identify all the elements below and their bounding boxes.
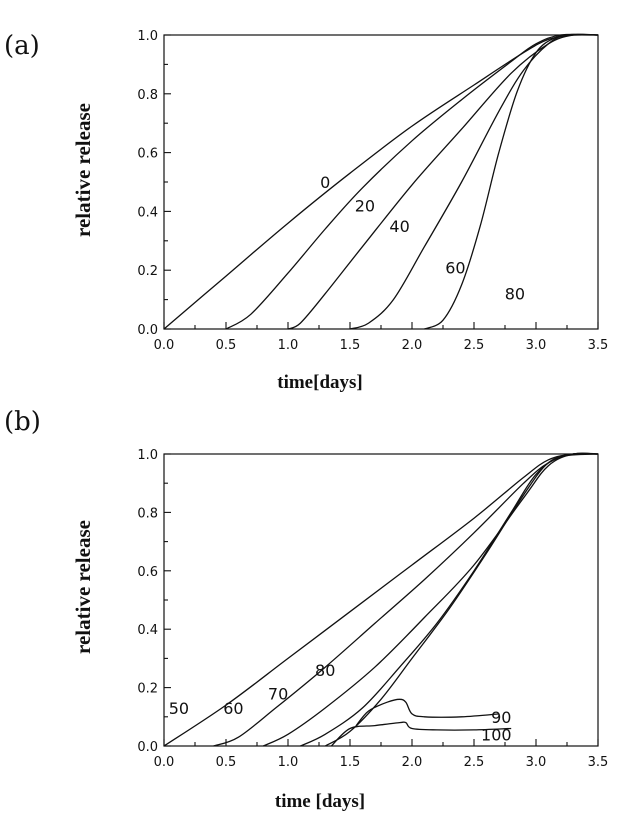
panel-b-series-70 — [262, 452, 599, 747]
panel-b-y-axis-label: relative release — [71, 520, 95, 654]
panel-b-series-100 — [330, 721, 512, 747]
panel-b-curve-label-80: 80 — [315, 661, 335, 680]
panel-a-y-tick-label: 0.4 — [137, 205, 158, 220]
panel-b-series-80 — [300, 453, 599, 747]
panel-a-series — [163, 33, 599, 330]
panel-b-series — [163, 452, 599, 747]
panel-b-y-tick-label: 1.0 — [137, 448, 158, 463]
panel-a-series-20 — [225, 33, 599, 330]
panel-b-curve-label-60: 60 — [223, 699, 243, 718]
panel-b-y-tick-label: 0.8 — [137, 506, 158, 521]
panel-a-y-tick-label: 0.8 — [137, 88, 158, 103]
panel-a-x-tick-label: 1.0 — [278, 338, 299, 353]
panel-a-curve-label-60: 60 — [445, 258, 465, 277]
panel-a-x-tick-label: 3.5 — [588, 338, 609, 353]
panel-b-x-tick-label: 0.0 — [154, 755, 175, 770]
panel-b-curve-label-100: 100 — [481, 725, 512, 744]
panel-b-series-50 — [163, 452, 599, 747]
panel-a-series-60 — [349, 33, 599, 330]
panel-b-axes: 0.0 0.5 1.0 1.5 2.0 2.5 3.0 3.5 0.0 0.2 0.4 0.6 0.8 1… — [137, 448, 608, 770]
panel-b-y-tick-label: 0.0 — [137, 740, 158, 755]
panel-a: (a) relative release time[days] 0.0 0.5 1.… — [4, 29, 608, 393]
panel-a-x-tick-label: 0.5 — [216, 338, 237, 353]
panel-b-x-tick-label: 1.5 — [340, 755, 361, 770]
panel-a-x-tick-label: 1.5 — [340, 338, 361, 353]
panel-a-x-axis-label: time[days] — [277, 372, 362, 393]
panel-b-x-tick-label: 1.0 — [278, 755, 299, 770]
panel-b-x-tick-label: 3.0 — [526, 755, 547, 770]
panel-b-curve-label-70: 70 — [268, 684, 288, 703]
panel-a-label: (a) — [4, 31, 40, 61]
panel-a-series-40 — [287, 33, 599, 330]
panel-b-y-tick-label: 0.2 — [137, 682, 158, 697]
panel-a-curve-label-40: 40 — [389, 217, 409, 236]
panel-b-curve-label-50: 50 — [169, 699, 189, 718]
panel-a-y-tick-label: 0.6 — [137, 147, 158, 162]
panel-b-x-tick-label: 0.5 — [216, 755, 237, 770]
panel-a-y-tick-label: 0.0 — [137, 323, 158, 338]
panel-a-series-0 — [163, 34, 599, 330]
panel-a-axes: 0.0 0.5 1.0 1.5 2.0 2.5 3.0 3.5 0.0 0.2 0.4 0.6 0.8 1… — [137, 29, 608, 353]
panel-a-x-tick-label: 2.5 — [464, 338, 485, 353]
panel-a-curve-labels: 0 20 40 60 80 — [320, 173, 525, 304]
panel-a-y-tick-label: 1.0 — [137, 29, 158, 44]
panel-b-y-tick-label: 0.4 — [137, 623, 158, 638]
panel-a-x-tick-label: 0.0 — [154, 338, 175, 353]
panel-a-y-axis-label: relative release — [71, 103, 95, 237]
panel-a-x-tick-label: 3.0 — [526, 338, 547, 353]
panel-b-x-tick-label: 2.0 — [402, 755, 423, 770]
panel-a-curve-label-80: 80 — [505, 285, 525, 304]
panel-b: (b) relative release time [days] 0.0 0.5 1… — [4, 407, 608, 812]
panel-b-y-tick-label: 0.6 — [137, 565, 158, 580]
panel-a-y-tick-label: 0.2 — [137, 264, 158, 279]
panel-a-series-80 — [424, 34, 599, 330]
panel-a-curve-label-20: 20 — [355, 197, 375, 216]
panel-b-series-85 — [324, 452, 599, 747]
panel-b-x-axis-label: time [days] — [275, 791, 365, 812]
panel-b-x-tick-label: 3.5 — [588, 755, 609, 770]
panel-a-plot-frame — [163, 34, 599, 330]
panel-a-x-tick-label: 2.0 — [402, 338, 423, 353]
panel-b-series-90 — [355, 698, 499, 727]
panel-b-curve-label-90: 90 — [491, 708, 511, 727]
panel-a-curve-label-0: 0 — [320, 173, 330, 192]
panel-b-label: (b) — [4, 407, 41, 437]
panel-b-x-tick-label: 2.5 — [464, 755, 485, 770]
